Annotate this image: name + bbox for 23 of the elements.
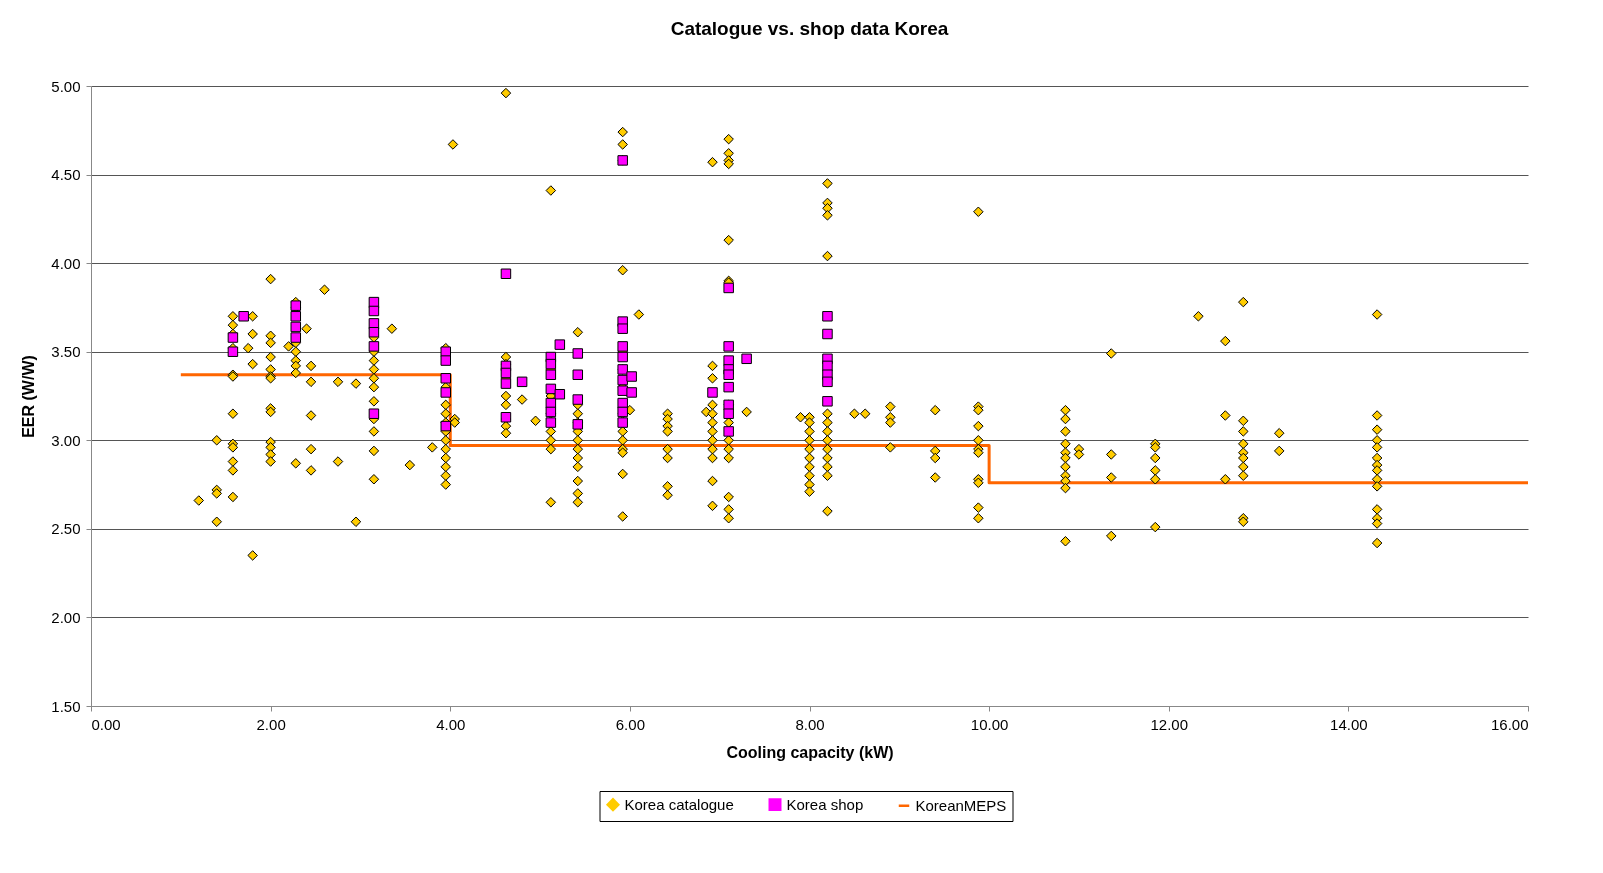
- y-tick-label: 4.50: [51, 166, 81, 184]
- x-tick-label: 14.00: [1330, 715, 1368, 733]
- y-tick-label: 3.50: [51, 343, 81, 361]
- x-tick-label: 0.00: [91, 715, 121, 733]
- y-tick-label: 3.00: [51, 431, 81, 449]
- x-tick-label: 4.00: [436, 715, 466, 733]
- legend-label: Korea catalogue: [624, 795, 734, 813]
- legend-label: Korea shop: [786, 795, 864, 813]
- x-tick-label: 8.00: [795, 715, 825, 733]
- x-tick-label: 6.00: [615, 715, 645, 733]
- x-tick-label: 16.00: [1490, 715, 1529, 733]
- x-axis-title: Cooling capacity (kW): [726, 743, 894, 761]
- y-tick-label: 4.00: [51, 254, 81, 272]
- chart-title: Catalogue vs. shop data Korea: [670, 18, 949, 39]
- x-tick-label: 10.00: [970, 715, 1009, 733]
- y-tick-label: 5.00: [51, 77, 81, 95]
- x-tick-label: 2.00: [256, 715, 286, 733]
- y-tick-label: 2.00: [51, 608, 81, 626]
- legend-label: KoreanMEPS: [915, 796, 1007, 814]
- x-tick-label: 12.00: [1150, 715, 1189, 733]
- y-tick-label: 1.50: [51, 697, 81, 715]
- y-axis-title: EER (W/W): [20, 355, 38, 438]
- y-tick-label: 2.50: [51, 520, 81, 538]
